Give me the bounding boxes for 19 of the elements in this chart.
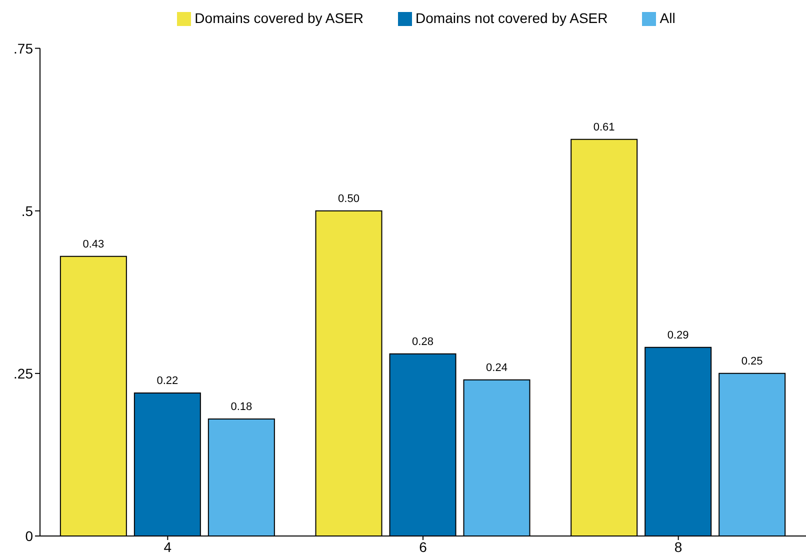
- data-label: 0.28: [412, 336, 434, 348]
- legend-label: Domains covered by ASER: [194, 10, 364, 26]
- x-tick-label: 4: [164, 538, 172, 555]
- y-tick-label: .25: [14, 365, 34, 382]
- y-tick-label: .75: [14, 40, 34, 56]
- data-label: 0.24: [486, 362, 508, 374]
- data-label: 0.43: [82, 238, 104, 250]
- y-tick-label: 0: [25, 528, 34, 544]
- data-label: 0.50: [338, 192, 360, 205]
- data-label: 0.22: [156, 374, 178, 387]
- data-label: 0.18: [230, 400, 252, 413]
- legend-label: All: [660, 10, 676, 26]
- y-tick-label: .5: [21, 202, 34, 219]
- x-tick-label: 6: [419, 538, 428, 555]
- data-label: 0.61: [593, 121, 615, 134]
- data-label: 0.25: [741, 355, 763, 368]
- data-label: 0.29: [667, 329, 689, 342]
- x-tick-label: 8: [674, 538, 682, 555]
- legend-label: Domains not covered by ASER: [416, 10, 608, 26]
